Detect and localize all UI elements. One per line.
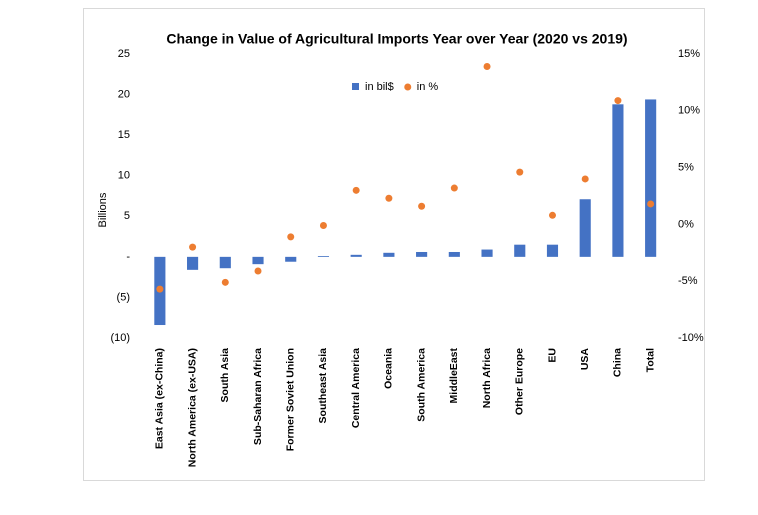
point	[319, 222, 327, 230]
x-tick-label: North Africa	[481, 348, 493, 408]
bar	[219, 256, 231, 269]
y2-tick-label: 5%	[678, 162, 694, 174]
x-tick-label: China	[612, 348, 624, 377]
point	[516, 168, 524, 176]
y-tick-label: 10	[118, 170, 130, 182]
bar	[514, 244, 526, 257]
y2-tick-label: 0%	[678, 218, 694, 230]
x-tick-label: Total	[644, 348, 656, 372]
y-tick-label: 5	[124, 210, 130, 222]
y-tick-label: -	[126, 251, 130, 263]
bar	[448, 251, 460, 257]
y-tick-label: (10)	[110, 332, 130, 344]
point	[189, 243, 197, 251]
bar	[285, 256, 297, 262]
bar	[416, 251, 428, 257]
x-tick-label: USA	[579, 348, 591, 371]
bar	[350, 254, 362, 257]
x-tick-label: Other Europe	[514, 348, 526, 415]
legend-label: in %	[417, 81, 439, 93]
x-tick-label: East Asia (ex-China)	[154, 348, 166, 449]
point	[221, 278, 229, 286]
y-tick-label: 20	[118, 88, 130, 100]
bar	[317, 256, 330, 257]
point	[254, 267, 262, 275]
bar	[645, 99, 657, 257]
x-tick-label: MiddleEast	[448, 348, 460, 404]
point	[581, 175, 589, 183]
chart-frame	[83, 8, 705, 481]
bar	[187, 256, 199, 270]
point	[450, 184, 458, 192]
y2-tick-label: 15%	[678, 48, 700, 60]
bar	[383, 252, 395, 257]
bar	[579, 199, 591, 257]
legend-swatch	[404, 83, 412, 91]
x-tick-label: North America (ex-USA)	[186, 348, 198, 467]
y-tick-label: (5)	[117, 291, 130, 303]
bar	[252, 256, 264, 265]
bar	[546, 244, 559, 257]
point	[647, 200, 655, 208]
x-tick-label: Oceania	[383, 348, 395, 389]
y2-tick-label: -5%	[678, 275, 698, 287]
x-tick-label: South America	[415, 348, 427, 422]
legend-swatch	[352, 83, 359, 90]
point	[287, 233, 295, 241]
x-tick-label: Southeast Asia	[317, 348, 329, 424]
y2-tick-label: -10%	[678, 332, 704, 344]
y-tick-label: 25	[118, 48, 130, 60]
bar	[481, 249, 493, 257]
chart-title: Change in Value of Agricultural Imports …	[166, 31, 627, 47]
x-tick-label: South Asia	[219, 348, 231, 403]
point	[385, 194, 393, 202]
y2-tick-label: 10%	[678, 105, 700, 117]
point	[614, 97, 622, 105]
x-tick-label: EU	[546, 348, 558, 363]
x-tick-label: Sub-Saharan Africa	[252, 348, 264, 445]
bar	[612, 104, 624, 257]
point	[156, 285, 164, 293]
y-tick-label: 15	[118, 129, 130, 141]
y-axis-label: Billions	[97, 192, 109, 227]
legend-label: in bil$	[365, 81, 394, 93]
point	[483, 62, 491, 70]
point	[418, 202, 426, 210]
point	[548, 211, 556, 219]
point	[352, 186, 360, 194]
x-tick-label: Former Soviet Union	[285, 348, 297, 451]
x-tick-label: Central America	[350, 348, 362, 428]
